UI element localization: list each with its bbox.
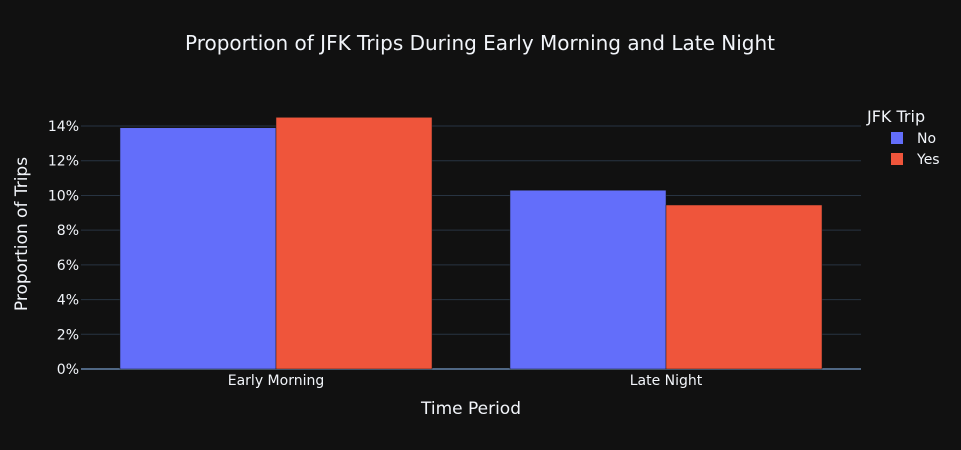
bar-yes-early-morning[interactable] bbox=[275, 117, 433, 370]
legend-items[interactable]: No Yes bbox=[891, 131, 940, 168]
legend-item-yes[interactable]: Yes bbox=[891, 152, 940, 168]
legend-label: Yes bbox=[916, 152, 940, 168]
legend-item-no[interactable]: No bbox=[891, 131, 936, 147]
legend[interactable]: JFK Trip No Yes bbox=[866, 107, 940, 168]
bar-yes-late-night[interactable] bbox=[665, 204, 823, 370]
legend-swatch bbox=[891, 132, 903, 144]
legend-title: JFK Trip bbox=[866, 107, 925, 126]
y-tick-label: 6% bbox=[57, 258, 79, 274]
y-tick-label: 8% bbox=[57, 223, 79, 239]
bar-no-early-morning[interactable] bbox=[119, 127, 277, 370]
y-tick-label: 12% bbox=[48, 154, 79, 170]
bar-no-late-night[interactable] bbox=[509, 189, 667, 370]
legend-label: No bbox=[917, 131, 936, 147]
y-axis-title: Proportion of Trips bbox=[12, 157, 32, 311]
x-tick-label: Early Morning bbox=[228, 373, 324, 389]
chart-title: Proportion of JFK Trips During Early Mor… bbox=[185, 31, 775, 55]
y-tick-label: 10% bbox=[48, 188, 79, 204]
x-tick-label: Late Night bbox=[630, 373, 703, 389]
y-tick-label: 4% bbox=[57, 293, 79, 309]
legend-swatch bbox=[891, 153, 903, 165]
y-tick-label: 0% bbox=[57, 362, 79, 378]
y-tick-label: 14% bbox=[48, 119, 79, 135]
y-axis-ticks: 0% 2% 4% 6% 8% 10% 12% 14% bbox=[48, 119, 79, 378]
x-axis-title: Time Period bbox=[420, 399, 521, 419]
x-axis-ticks: Early Morning Late Night bbox=[228, 373, 703, 389]
y-tick-label: 2% bbox=[57, 327, 79, 343]
bars-layer bbox=[119, 117, 823, 370]
